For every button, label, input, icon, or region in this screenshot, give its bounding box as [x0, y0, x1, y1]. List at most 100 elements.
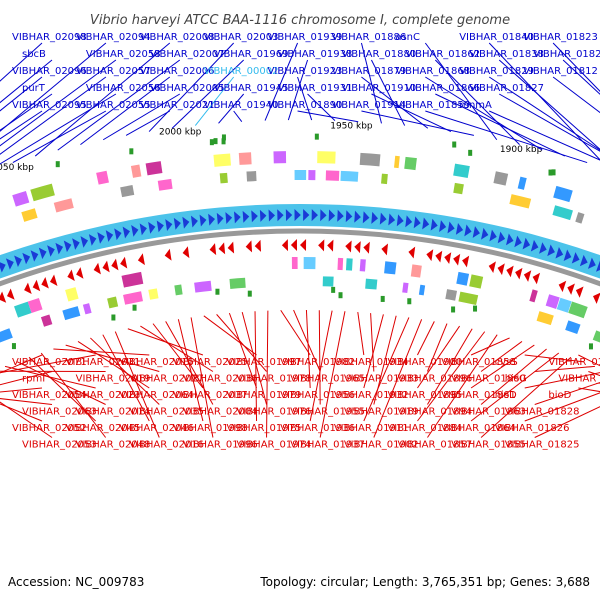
label-leader-line — [319, 311, 346, 438]
reverse-gene-arrow — [354, 241, 361, 254]
label-leader-line — [0, 59, 117, 147]
feature-marker — [221, 138, 226, 145]
gene-label: VIBHAR_02004 — [183, 407, 258, 418]
gene-label: VIBHAR_01931 — [278, 83, 353, 94]
gene-label: VIBHAR_01997 — [227, 357, 302, 368]
gene-label: VIBHAR_01825 — [505, 440, 580, 451]
forward-gene-arrow — [320, 209, 327, 222]
reverse-gene-arrow — [300, 239, 307, 252]
feature-box — [53, 198, 74, 213]
feature-marker — [11, 343, 16, 350]
gene-label: VIBHAR_00002 — [204, 66, 279, 77]
label-leader-line — [524, 392, 600, 422]
label-leader-line — [293, 309, 321, 372]
feature-box — [458, 291, 479, 306]
forward-gene-arrow — [63, 240, 72, 253]
label-leader-line — [534, 381, 600, 405]
feature-marker — [247, 290, 252, 297]
label-leader-line — [524, 354, 584, 363]
forward-gene-arrow — [489, 229, 497, 242]
feature-marker — [132, 304, 137, 311]
forward-gene-arrow — [587, 257, 596, 269]
feature-marker — [55, 161, 60, 168]
feature-box — [65, 287, 79, 302]
feature-box — [21, 208, 38, 222]
gene-label: VIBHAR_01858 — [441, 357, 516, 368]
feature-marker — [111, 314, 116, 321]
reverse-gene-arrow — [49, 274, 58, 286]
feature-box — [575, 212, 585, 224]
feature-box — [365, 278, 378, 290]
gene-label: VIBHAR_01894 — [397, 407, 472, 418]
forward-gene-arrow — [579, 254, 588, 267]
gene-label: VIBHAR_01937 — [290, 440, 365, 451]
reverse-gene-arrow — [67, 269, 75, 282]
label-leader-line — [427, 334, 498, 438]
forward-gene-arrow — [0, 262, 6, 273]
label-leader-line — [0, 42, 107, 132]
reverse-gene-arrow — [408, 246, 416, 259]
forward-gene-arrow — [47, 245, 55, 257]
label-leader-line — [12, 110, 107, 163]
feature-box — [123, 291, 143, 305]
gene-label: VIBHAR_01821 — [548, 357, 600, 368]
feature-box — [148, 288, 159, 300]
gene-label: VIBHAR_01978 — [237, 374, 312, 385]
gene-label: VIBHAR_01974 — [237, 440, 312, 451]
label-leader-line — [0, 398, 53, 405]
forward-gene-arrow — [148, 221, 156, 234]
reverse-gene-arrow — [111, 258, 119, 271]
forward-gene-arrow — [156, 220, 164, 233]
scale-tick-label: 1950 kbp — [330, 121, 373, 131]
forward-gene-arrow — [38, 247, 47, 260]
gene-label: VIBHAR_01956 — [280, 390, 355, 401]
label-leader-line — [102, 334, 150, 422]
gene-label: VIBHAR_01936 — [280, 423, 355, 434]
label-leader-line — [77, 341, 150, 389]
gene-label: VIBHAR_01998 — [173, 423, 248, 434]
label-leader-line — [534, 365, 595, 372]
gene-label: VIBHAR_01933 — [344, 374, 419, 385]
reverse-gene-arrow — [245, 240, 253, 253]
gene-label: VIBHAR_01879 — [331, 66, 406, 77]
reverse-gene-arrow — [444, 252, 452, 265]
gene-label: VIBHAR_01868 — [395, 66, 470, 77]
gene-label: VIBHAR_01996 — [183, 440, 258, 451]
gene-label: VIBHAR_01857 — [397, 440, 472, 451]
gene-label: VIBHAR_01880 — [341, 49, 416, 60]
label-leader-line — [417, 325, 461, 389]
feature-box — [30, 183, 55, 202]
label-leader-line — [318, 310, 321, 405]
forward-gene-arrow — [97, 232, 105, 244]
forward-gene-arrow — [596, 260, 600, 272]
label-leader-line — [470, 352, 560, 422]
topology-text: Topology: circular; Length: 3,765,351 bp… — [259, 575, 590, 589]
feature-box — [404, 156, 417, 171]
forward-gene-arrow — [114, 228, 122, 241]
label-leader-line — [578, 387, 600, 393]
reverse-gene-arrow — [120, 256, 128, 269]
feature-box — [157, 178, 173, 191]
gene-label: VIBHAR_02098 — [12, 32, 87, 43]
gene-label: VIBHAR_01938 — [278, 49, 353, 60]
label-leader-line — [0, 93, 117, 165]
scale-tick-label: 2000 kbp — [159, 127, 202, 137]
feature-box — [453, 163, 470, 178]
forward-gene-arrow — [354, 210, 361, 223]
gene-label: asnC — [395, 32, 420, 43]
forward-gene-arrow — [105, 230, 114, 242]
label-leader-line — [102, 93, 181, 141]
gene-label: VIBHAR_01914 — [331, 100, 406, 111]
gene-label: VIBHAR_01919 — [344, 407, 419, 418]
reverse-gene-arrow — [345, 240, 352, 253]
feature-box — [27, 297, 43, 313]
label-leader-line — [228, 312, 258, 389]
gene-label: VIBHAR_02014 — [76, 407, 151, 418]
label-leader-line — [426, 323, 448, 372]
label-leader-line — [360, 42, 382, 124]
label-leader-line — [363, 314, 384, 389]
gene-label: hisG — [505, 374, 527, 385]
gene-label: VIBHAR_01939 — [268, 32, 343, 43]
gene-label: VIBHAR_01895 — [387, 390, 462, 401]
